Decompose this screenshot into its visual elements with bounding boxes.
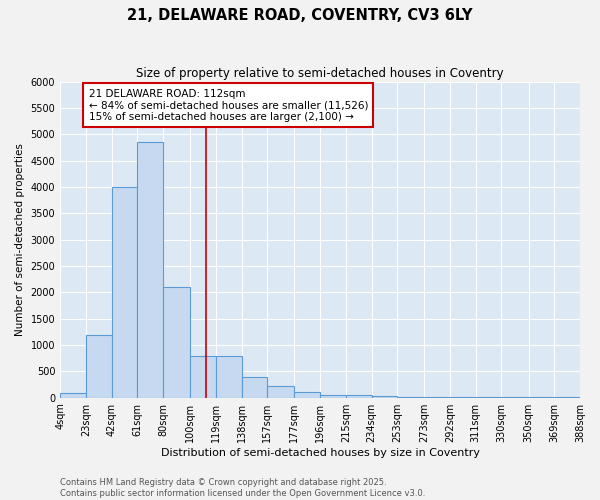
Bar (190, 356, 216, 398)
Bar (112, 187, 137, 398)
Text: 21 DELAWARE ROAD: 112sqm
← 84% of semi-detached houses are smaller (11,526)
15% : 21 DELAWARE ROAD: 112sqm ← 84% of semi-d… (89, 88, 368, 122)
Bar (295, 392, 320, 398)
Title: Size of property relative to semi-detached houses in Coventry: Size of property relative to semi-detach… (136, 68, 504, 80)
Bar (267, 386, 295, 398)
Bar (163, 287, 190, 398)
Bar (60, 394, 86, 398)
Bar (242, 377, 267, 398)
Bar (137, 142, 163, 398)
Y-axis label: Number of semi-detached properties: Number of semi-detached properties (15, 143, 25, 336)
Text: Contains HM Land Registry data © Crown copyright and database right 2025.
Contai: Contains HM Land Registry data © Crown c… (60, 478, 425, 498)
Bar (320, 394, 346, 398)
Bar (346, 395, 371, 398)
Bar (86, 334, 112, 398)
Bar (371, 396, 397, 398)
Bar (216, 356, 242, 398)
Text: 21, DELAWARE ROAD, COVENTRY, CV3 6LY: 21, DELAWARE ROAD, COVENTRY, CV3 6LY (127, 8, 473, 22)
X-axis label: Distribution of semi-detached houses by size in Coventry: Distribution of semi-detached houses by … (161, 448, 479, 458)
